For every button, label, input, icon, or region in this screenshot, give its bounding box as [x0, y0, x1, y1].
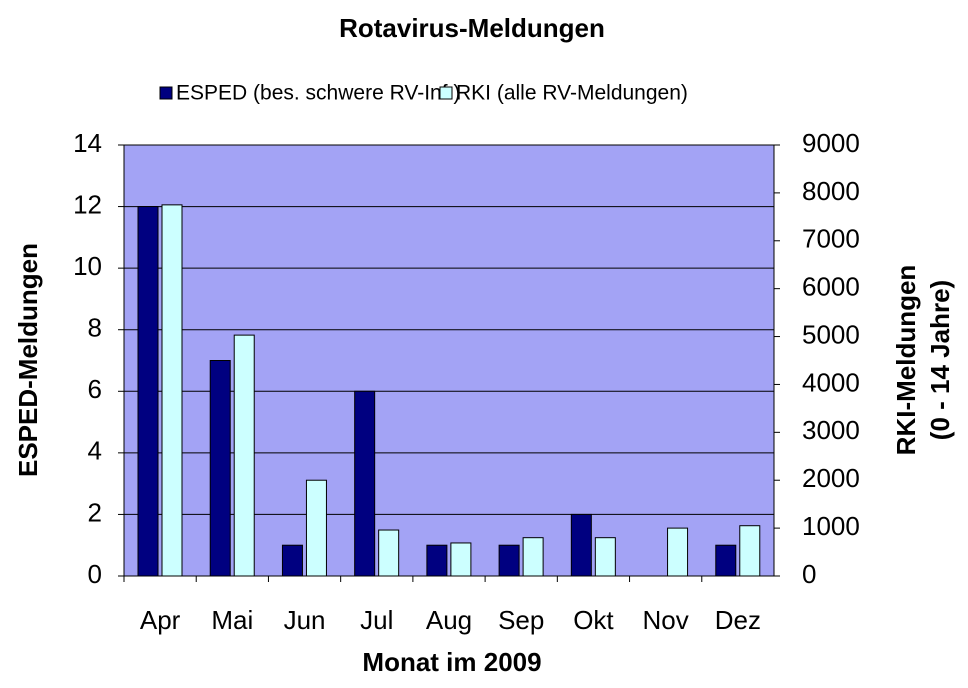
- bar: [498, 544, 520, 577]
- x-tick-label: Aug: [426, 605, 472, 635]
- y-tick-label: 14: [73, 128, 102, 158]
- bar: [378, 529, 400, 577]
- x-tick-label: Apr: [140, 605, 181, 635]
- bar: [522, 537, 544, 577]
- y-tick-label: 4: [88, 436, 102, 466]
- x-tick-label: Jun: [284, 605, 326, 635]
- bar: [281, 544, 303, 577]
- y2-tick-label: 6000: [802, 272, 860, 302]
- legend-swatch: [439, 86, 453, 100]
- x-axis-label: Monat im 2009: [362, 647, 541, 677]
- legend-label: ESPED (bes. schwere RV-Inf.): [176, 82, 460, 105]
- y2-tick-label: 0: [802, 559, 816, 589]
- bar: [233, 334, 255, 577]
- y2-tick-label: 4000: [802, 367, 860, 397]
- x-tick-label: Okt: [573, 605, 614, 635]
- bar: [739, 525, 761, 577]
- bar: [594, 537, 616, 577]
- y-tick-label: 0: [88, 559, 102, 589]
- x-tick-label: Mai: [211, 605, 253, 635]
- bar: [450, 542, 472, 577]
- y2-tick-label: 3000: [802, 415, 860, 445]
- x-tick-label: Dez: [715, 605, 761, 635]
- bar: [161, 204, 183, 577]
- bar: [715, 544, 737, 577]
- bar: [667, 527, 689, 577]
- y2-tick-label: 1000: [802, 511, 860, 541]
- plot-area: [123, 144, 775, 577]
- y-tick-label: 6: [88, 374, 102, 404]
- bar: [305, 479, 327, 577]
- x-tick-label: Sep: [498, 605, 544, 635]
- y2-tick-label: 7000: [802, 224, 860, 254]
- legend-label: RKI (alle RV-Meldungen): [456, 82, 688, 105]
- y-tick-label: 10: [73, 251, 102, 281]
- x-tick-label: Nov: [643, 605, 689, 635]
- bar: [137, 206, 159, 577]
- y-tick-label: 8: [88, 313, 102, 343]
- bar: [354, 390, 376, 577]
- y2-tick-label: 9000: [802, 128, 860, 158]
- bar: [570, 513, 592, 577]
- y2-tick-label: 5000: [802, 319, 860, 349]
- y-tick-label: 2: [88, 497, 102, 527]
- x-tick-label: Jul: [360, 605, 393, 635]
- y2-tick-label: 8000: [802, 176, 860, 206]
- bar: [426, 544, 448, 577]
- y-tick-label: 12: [73, 189, 102, 219]
- y-axis-label: ESPED-Meldungen: [13, 243, 43, 477]
- chart-title: Rotavirus-Meldungen: [339, 13, 605, 43]
- y2-axis-label: (0 - 14 Jahre): [925, 280, 955, 440]
- bar: [209, 360, 231, 577]
- y2-axis-label: RKI-Meldungen: [891, 265, 921, 456]
- y2-tick-label: 2000: [802, 463, 860, 493]
- legend-swatch: [159, 86, 173, 100]
